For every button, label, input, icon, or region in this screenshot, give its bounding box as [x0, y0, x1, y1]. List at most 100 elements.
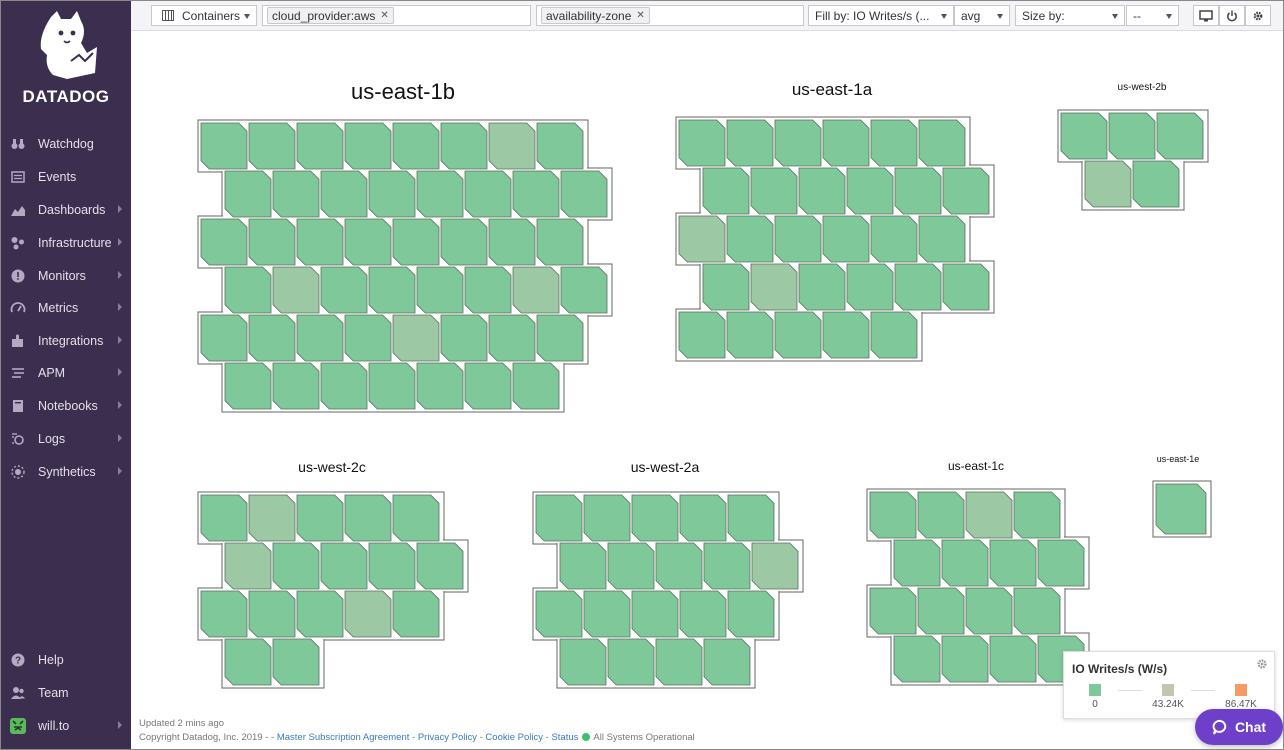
container-hex[interactable]: [917, 491, 965, 539]
container-hex[interactable]: [512, 170, 560, 218]
container-hex[interactable]: [512, 362, 560, 410]
sidebar-item-metrics[interactable]: Metrics: [1, 293, 131, 323]
container-hex[interactable]: [296, 314, 344, 362]
container-hex[interactable]: [678, 215, 726, 263]
container-hex[interactable]: [583, 590, 631, 638]
container-hex[interactable]: [392, 590, 440, 638]
container-hex[interactable]: [918, 215, 966, 263]
container-hex[interactable]: [464, 362, 512, 410]
remove-tag-icon[interactable]: ✕: [636, 10, 645, 21]
container-hex[interactable]: [536, 314, 584, 362]
container-hex[interactable]: [750, 167, 798, 215]
fill-by-select[interactable]: Fill by: IO Writes/s (...: [808, 5, 954, 26]
container-hex[interactable]: [822, 119, 870, 167]
container-hex[interactable]: [846, 263, 894, 311]
container-hex[interactable]: [488, 314, 536, 362]
container-hex[interactable]: [392, 314, 440, 362]
container-hex[interactable]: [344, 494, 392, 542]
container-hex[interactable]: [726, 119, 774, 167]
container-hex[interactable]: [726, 215, 774, 263]
container-hex[interactable]: [1156, 112, 1204, 160]
container-hex[interactable]: [200, 122, 248, 170]
container-hex[interactable]: [703, 542, 751, 590]
container-hex[interactable]: [774, 311, 822, 359]
container-hex[interactable]: [655, 638, 703, 686]
container-hex[interactable]: [488, 122, 536, 170]
container-hex[interactable]: [560, 266, 608, 314]
container-hex[interactable]: [678, 119, 726, 167]
container-hex[interactable]: [200, 494, 248, 542]
container-hex[interactable]: [607, 542, 655, 590]
container-hex[interactable]: [248, 122, 296, 170]
container-hex[interactable]: [272, 170, 320, 218]
sidebar-item-apm[interactable]: APM: [1, 358, 131, 388]
sidebar-item-notebooks[interactable]: Notebooks: [1, 391, 131, 421]
container-hex[interactable]: [679, 494, 727, 542]
container-hex[interactable]: [368, 362, 416, 410]
container-hex[interactable]: [296, 122, 344, 170]
container-hex[interactable]: [941, 539, 989, 587]
container-hex[interactable]: [869, 587, 917, 635]
container-hex[interactable]: [917, 587, 965, 635]
container-hex[interactable]: [727, 494, 775, 542]
container-hex[interactable]: [368, 170, 416, 218]
power-button[interactable]: [1219, 5, 1245, 26]
container-hex[interactable]: [272, 638, 320, 686]
container-hex[interactable]: [200, 590, 248, 638]
container-hex[interactable]: [464, 266, 512, 314]
container-hex[interactable]: [272, 266, 320, 314]
container-hex[interactable]: [224, 542, 272, 590]
container-hex[interactable]: [272, 362, 320, 410]
container-hex[interactable]: [798, 263, 846, 311]
container-hex[interactable]: [751, 542, 799, 590]
container-hex[interactable]: [965, 491, 1013, 539]
sidebar-item-events[interactable]: Events: [1, 162, 131, 192]
sidebar-item-infrastructure[interactable]: Infrastructure: [1, 228, 131, 258]
type-select[interactable]: Containers: [151, 5, 257, 26]
container-hex[interactable]: [870, 215, 918, 263]
container-hex[interactable]: [894, 263, 942, 311]
container-hex[interactable]: [368, 542, 416, 590]
container-hex[interactable]: [1037, 539, 1085, 587]
container-hex[interactable]: [869, 491, 917, 539]
container-hex[interactable]: [440, 122, 488, 170]
sidebar-item-team[interactable]: Team: [1, 678, 131, 708]
container-hex[interactable]: [679, 590, 727, 638]
container-hex[interactable]: [893, 539, 941, 587]
container-hex[interactable]: [989, 635, 1037, 683]
container-hex[interactable]: [416, 170, 464, 218]
container-hex[interactable]: [631, 494, 679, 542]
container-hex[interactable]: [224, 170, 272, 218]
container-hex[interactable]: [774, 119, 822, 167]
container-hex[interactable]: [607, 638, 655, 686]
container-hex[interactable]: [536, 122, 584, 170]
container-hex[interactable]: [248, 218, 296, 266]
container-hex[interactable]: [559, 638, 607, 686]
container-hex[interactable]: [320, 266, 368, 314]
sidebar-item-watchdog[interactable]: Watchdog: [1, 129, 131, 159]
container-hex[interactable]: [320, 170, 368, 218]
container-hex[interactable]: [224, 266, 272, 314]
container-hex[interactable]: [846, 167, 894, 215]
container-hex[interactable]: [559, 542, 607, 590]
sidebar-item-logs[interactable]: Logs: [1, 424, 131, 454]
status-link[interactable]: Status: [551, 732, 579, 743]
container-hex[interactable]: [224, 362, 272, 410]
tv-mode-button[interactable]: [1193, 5, 1219, 26]
container-hex[interactable]: [296, 494, 344, 542]
container-hex[interactable]: [655, 542, 703, 590]
remove-tag-icon[interactable]: ✕: [380, 10, 389, 21]
container-hex[interactable]: [989, 539, 1037, 587]
container-hex[interactable]: [726, 311, 774, 359]
container-hex[interactable]: [344, 590, 392, 638]
sidebar-item-dashboards[interactable]: Dashboards: [1, 195, 131, 225]
legend-settings-icon[interactable]: [1256, 658, 1268, 670]
sidebar-item-integrations[interactable]: Integrations: [1, 326, 131, 356]
container-hex[interactable]: [344, 218, 392, 266]
container-hex[interactable]: [965, 587, 1013, 635]
container-hex[interactable]: [894, 167, 942, 215]
container-hex[interactable]: [631, 590, 679, 638]
container-hex[interactable]: [248, 590, 296, 638]
sidebar-item-synthetics[interactable]: Synthetics: [1, 457, 131, 487]
settings-button[interactable]: [1245, 5, 1271, 26]
